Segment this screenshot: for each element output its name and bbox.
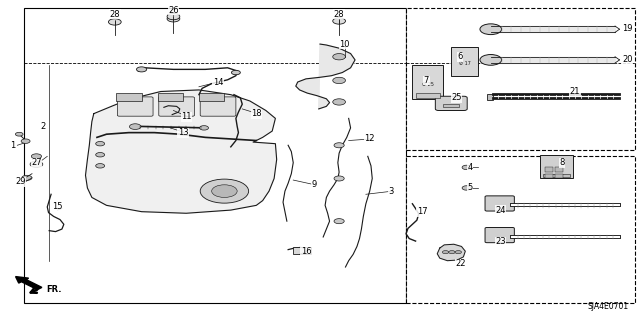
Text: ⊘ 25: ⊘ 25 (422, 82, 434, 87)
Text: 26: 26 (168, 6, 179, 15)
Polygon shape (296, 44, 355, 109)
Text: 16: 16 (301, 247, 311, 256)
Text: 18: 18 (251, 109, 262, 118)
Circle shape (334, 143, 344, 148)
Polygon shape (86, 90, 276, 213)
Circle shape (333, 99, 346, 105)
Bar (199, 93, 225, 101)
Polygon shape (437, 244, 465, 261)
Bar (545, 174, 552, 178)
Circle shape (334, 176, 344, 181)
Text: 25: 25 (451, 93, 461, 102)
Bar (293, 248, 311, 254)
Text: 6: 6 (458, 52, 463, 61)
Bar (555, 167, 563, 172)
Text: 1: 1 (10, 141, 15, 150)
Text: 24: 24 (495, 206, 506, 215)
Circle shape (200, 126, 209, 130)
Circle shape (333, 54, 346, 60)
Text: FR.: FR. (46, 285, 61, 294)
Text: 9: 9 (311, 180, 316, 189)
Circle shape (442, 250, 449, 254)
Bar (415, 93, 440, 98)
Text: 8: 8 (559, 158, 565, 167)
Text: 15: 15 (52, 203, 63, 211)
FancyBboxPatch shape (159, 97, 195, 116)
Circle shape (333, 77, 346, 84)
Text: 17: 17 (417, 207, 428, 216)
Text: 7: 7 (424, 76, 429, 85)
Text: 4: 4 (468, 163, 473, 172)
Circle shape (22, 175, 32, 180)
Circle shape (462, 186, 471, 190)
Text: 14: 14 (212, 78, 223, 86)
Circle shape (30, 161, 43, 167)
Bar (545, 167, 552, 172)
Text: 19: 19 (622, 24, 632, 33)
Text: 23: 23 (495, 237, 506, 246)
Bar (116, 93, 141, 101)
Circle shape (129, 124, 141, 130)
Bar (157, 93, 183, 101)
Bar (406, 8, 636, 150)
Bar (451, 47, 478, 76)
Bar (412, 65, 443, 100)
Text: 21: 21 (570, 87, 580, 96)
Bar (543, 174, 570, 177)
Text: 2: 2 (40, 122, 45, 131)
Circle shape (96, 141, 104, 146)
Circle shape (96, 164, 104, 168)
FancyBboxPatch shape (200, 97, 236, 116)
Circle shape (108, 19, 121, 25)
Bar (487, 94, 493, 100)
Circle shape (455, 250, 461, 254)
Circle shape (96, 152, 104, 157)
Text: 28: 28 (109, 10, 120, 19)
Text: ⊘ 17: ⊘ 17 (459, 61, 470, 65)
FancyBboxPatch shape (485, 196, 515, 211)
Text: 22: 22 (455, 259, 465, 268)
Circle shape (31, 154, 42, 159)
Text: 12: 12 (364, 134, 375, 144)
Text: 20: 20 (622, 56, 632, 64)
FancyBboxPatch shape (117, 97, 153, 116)
Text: 11: 11 (181, 112, 191, 121)
Text: 10: 10 (339, 40, 349, 48)
Circle shape (333, 18, 346, 24)
Circle shape (334, 219, 344, 224)
Circle shape (212, 185, 237, 197)
Circle shape (167, 13, 180, 20)
Text: 5: 5 (468, 183, 473, 192)
Text: 13: 13 (178, 128, 188, 137)
Text: 29: 29 (15, 177, 26, 186)
Circle shape (15, 132, 23, 136)
Bar (24, 8, 406, 303)
FancyBboxPatch shape (485, 227, 515, 243)
Circle shape (200, 179, 248, 203)
Circle shape (480, 24, 502, 34)
Text: 3: 3 (388, 187, 394, 196)
FancyArrow shape (15, 277, 42, 290)
Circle shape (480, 55, 502, 65)
Text: 27: 27 (31, 158, 42, 167)
Text: 28: 28 (334, 10, 344, 19)
FancyBboxPatch shape (435, 96, 467, 110)
Circle shape (232, 70, 241, 75)
Bar (555, 174, 563, 178)
Text: SJA4E0701: SJA4E0701 (588, 302, 629, 311)
Circle shape (449, 250, 455, 254)
Circle shape (136, 67, 147, 72)
Circle shape (462, 165, 471, 170)
Circle shape (21, 139, 30, 143)
Bar (443, 104, 459, 107)
Bar (540, 155, 573, 178)
Circle shape (167, 16, 180, 22)
Bar (406, 156, 636, 303)
